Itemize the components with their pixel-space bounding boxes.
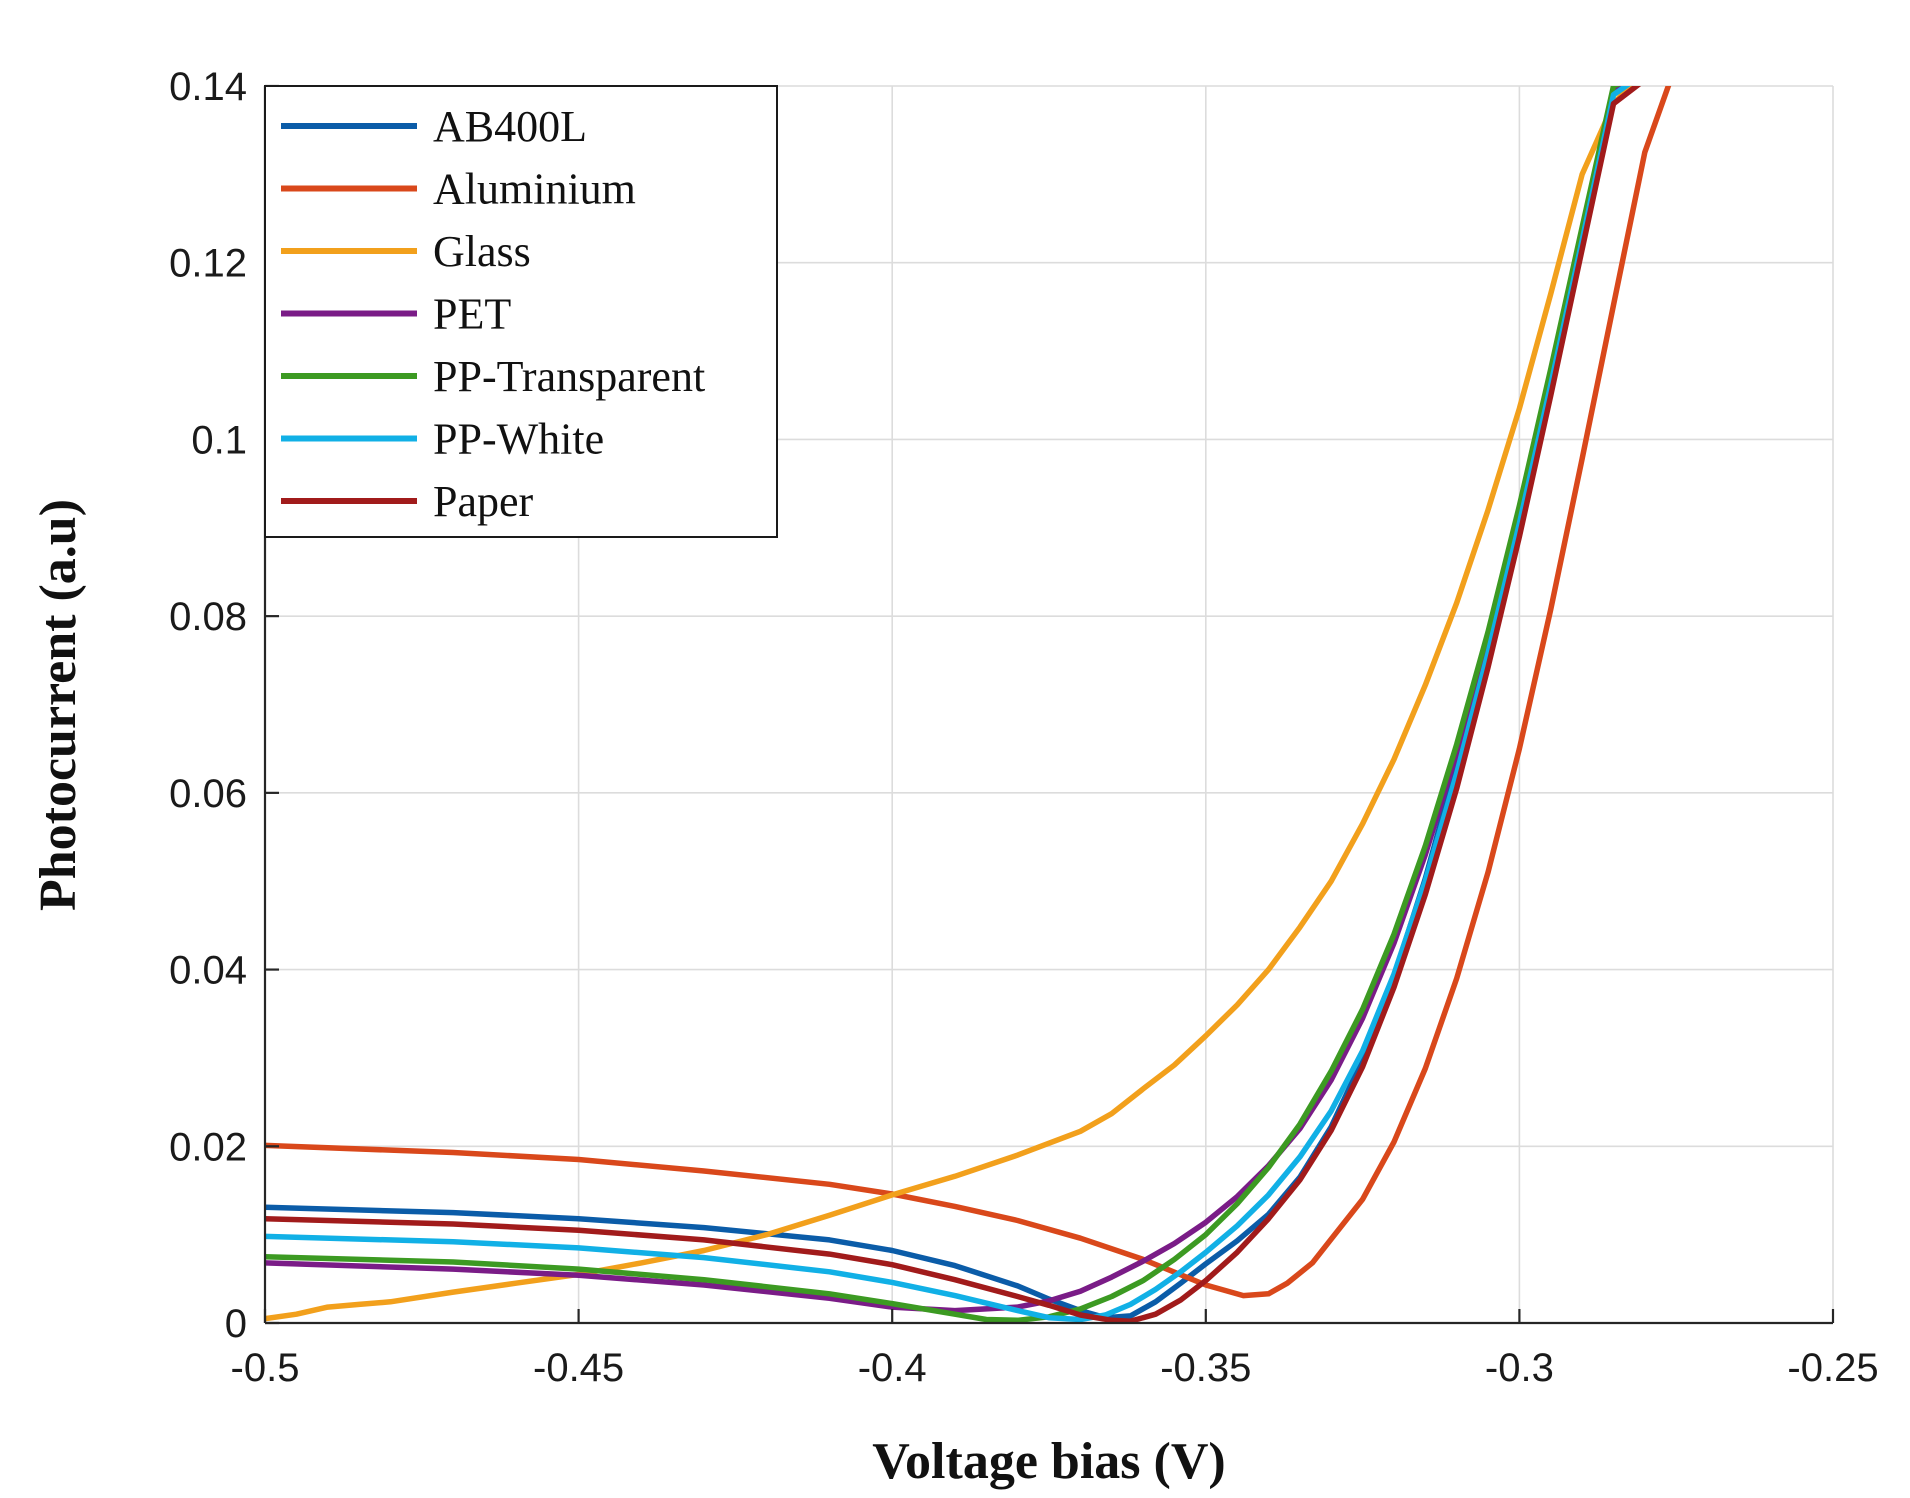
legend-label: Glass bbox=[433, 227, 531, 276]
x-axis-title: Voltage bias (V) bbox=[872, 1433, 1225, 1490]
y-axis-title: Photocurrent (a.u) bbox=[30, 499, 87, 911]
y-tick-label: 0.12 bbox=[169, 242, 247, 286]
y-tick-label: 0.02 bbox=[169, 1125, 247, 1169]
series-line-paper bbox=[265, 86, 1642, 1323]
x-tick-label: -0.45 bbox=[533, 1346, 624, 1390]
legend: AB400L Aluminium Glass PET PP-Transparent PP-… bbox=[264, 85, 778, 538]
legend-label: AB400L bbox=[433, 102, 587, 151]
y-tick-label: 0.1 bbox=[191, 418, 247, 462]
series-line-pp-transparent bbox=[265, 86, 1621, 1323]
legend-label: Aluminium bbox=[433, 165, 636, 214]
x-tick-label: -0.25 bbox=[1787, 1346, 1878, 1390]
series-line-pp-white bbox=[265, 86, 1631, 1323]
tick-labels: -0.5 -0.45 -0.4 -0.35 -0.3 -0.25 0 0.02 0.04 0.06… bbox=[169, 65, 1878, 1390]
x-tick-label: -0.5 bbox=[231, 1346, 300, 1390]
legend-label: PP-White bbox=[433, 415, 604, 464]
series-line-aluminium bbox=[265, 86, 1672, 1299]
series-lines bbox=[265, 86, 1672, 1323]
legend-label: PET bbox=[433, 290, 511, 339]
y-tick-label: 0.08 bbox=[169, 595, 247, 639]
x-tick-label: -0.4 bbox=[858, 1346, 927, 1390]
legend-label: Paper bbox=[433, 477, 534, 526]
x-tick-label: -0.35 bbox=[1160, 1346, 1251, 1390]
y-tick-label: 0.06 bbox=[169, 772, 247, 816]
y-tick-label: 0.04 bbox=[169, 949, 247, 993]
y-tick-label: 0.14 bbox=[169, 65, 247, 109]
legend-label: PP-Transparent bbox=[433, 352, 705, 401]
x-tick-label: -0.3 bbox=[1485, 1346, 1554, 1390]
series-line-glass bbox=[265, 86, 1635, 1322]
y-tick-label: 0 bbox=[225, 1302, 247, 1346]
